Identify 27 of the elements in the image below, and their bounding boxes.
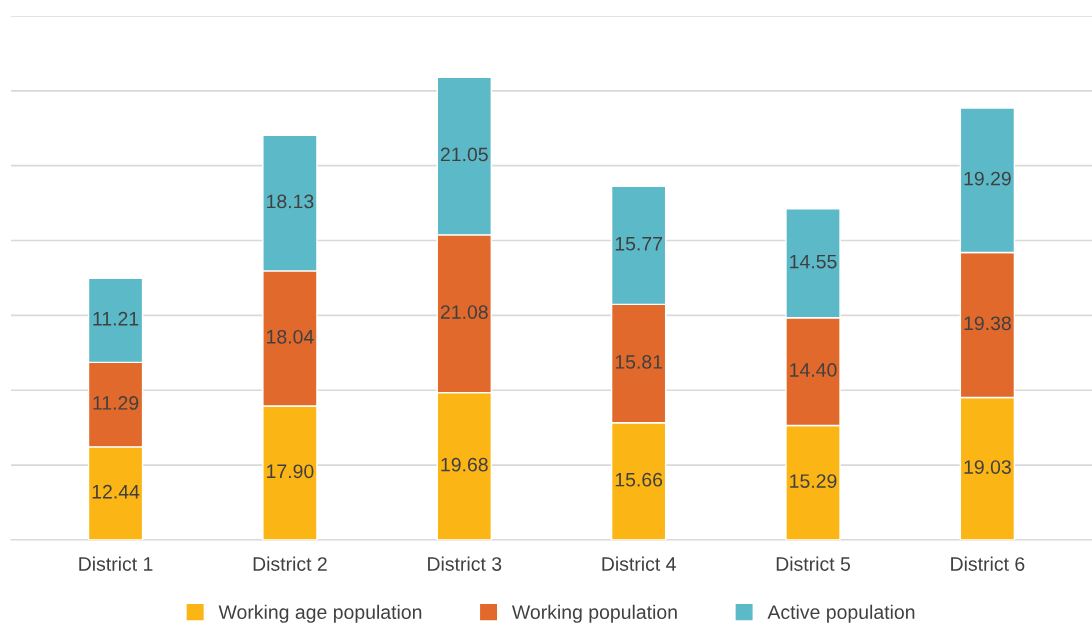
legend-label: Active population xyxy=(767,604,915,623)
data-label: 18.13 xyxy=(267,194,314,209)
data-label: 15.81 xyxy=(615,355,663,369)
data-label: 17.90 xyxy=(267,464,314,479)
x-tick-label: District 3 xyxy=(428,556,502,571)
data-label: 11.29 xyxy=(93,396,139,410)
x-tick-label: District 6 xyxy=(951,556,1025,571)
legend-label: Working age population xyxy=(218,604,422,623)
data-label: 19.68 xyxy=(441,457,488,472)
data-label: 21.05 xyxy=(440,147,488,162)
data-label: 19.03 xyxy=(964,460,1011,474)
x-tick-label: District 1 xyxy=(79,556,153,571)
data-label: 15.29 xyxy=(790,474,837,488)
data-label: 15.77 xyxy=(615,237,662,251)
data-label: 11.21 xyxy=(93,311,139,326)
x-tick-label: District 5 xyxy=(776,556,851,571)
data-label: 15.66 xyxy=(615,472,663,487)
legend-label: Working population xyxy=(511,604,677,623)
data-label: 12.44 xyxy=(92,484,140,499)
x-tick-label: District 4 xyxy=(602,556,676,571)
data-label: 14.40 xyxy=(790,363,837,377)
data-label: 21.08 xyxy=(440,305,488,319)
data-label: 19.29 xyxy=(964,171,1011,186)
x-tick-label: District 2 xyxy=(253,556,327,571)
data-label: 18.04 xyxy=(267,329,314,344)
data-label: 19.38 xyxy=(964,316,1011,331)
data-label: 14.55 xyxy=(790,254,837,269)
